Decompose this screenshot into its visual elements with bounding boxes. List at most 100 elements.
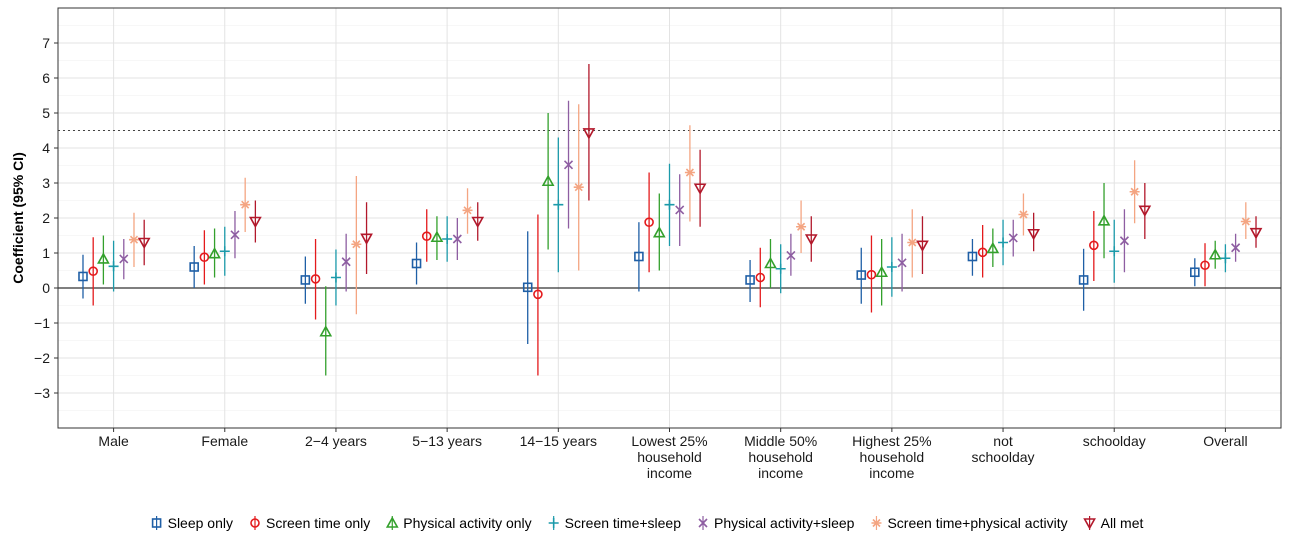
data-point: [411, 258, 422, 269]
data-point: [1119, 236, 1129, 246]
x-tick-label: household: [748, 449, 813, 465]
series-screen-time-only: [88, 172, 1210, 376]
legend-item: Sleep only: [151, 515, 233, 531]
data-point: [199, 252, 210, 263]
data-point: [1078, 275, 1089, 285]
data-point: [128, 235, 139, 244]
data-point: [1097, 214, 1111, 226]
data-point: [916, 240, 929, 252]
data-point: [1200, 260, 1210, 271]
data-point: [462, 206, 473, 215]
data-point: [97, 252, 110, 264]
data-point: [1129, 187, 1140, 196]
series-screen-time-sleep: [108, 137, 1231, 306]
x-tick-label: Highest 25%: [852, 433, 931, 449]
x-tick-label: Middle 50%: [744, 433, 817, 449]
data-point: [998, 237, 1009, 248]
data-point: [78, 271, 88, 282]
data-point: [1249, 227, 1263, 240]
legend-item: Screen time+physical activity: [871, 515, 1068, 531]
y-axis-title: Coefficient (95% CI): [10, 152, 26, 283]
legend: Sleep only Screen time only Physical activ…: [151, 515, 1144, 531]
x-tick-label: income: [647, 465, 692, 481]
x-tick-label: not: [993, 433, 1013, 449]
data-point: [360, 233, 373, 245]
data-point: [745, 275, 755, 285]
data-point: [351, 240, 362, 249]
series-screen-time-physical-activity: [128, 104, 1251, 315]
data-point: [119, 254, 129, 264]
legend-label: Screen time+physical activity: [887, 515, 1067, 531]
y-tick-label: −2: [34, 350, 50, 366]
data-point: [755, 272, 766, 283]
data-point: [1231, 243, 1241, 253]
series-sleep-only: [78, 222, 1200, 344]
data-point: [573, 183, 584, 192]
data-point: [1220, 253, 1231, 264]
data-point: [330, 272, 341, 283]
data-point: [986, 241, 1000, 254]
legend-label: Sleep only: [168, 515, 233, 531]
data-point: [300, 275, 311, 285]
data-point: [644, 217, 654, 227]
data-point: [786, 250, 796, 261]
series-all-met: [137, 64, 1263, 274]
data-point: [553, 199, 564, 210]
x-tick-label: income: [869, 465, 914, 481]
x-tick-label: schoolday: [972, 449, 1035, 465]
x-tick-label: 2−4 years: [305, 433, 367, 449]
y-tick-label: 4: [42, 140, 50, 156]
data-point: [875, 265, 889, 278]
legend-label: Physical activity+sleep: [714, 515, 855, 531]
data-point: [219, 246, 230, 257]
data-point: [897, 258, 907, 268]
data-point: [430, 230, 444, 243]
data-point: [249, 216, 262, 229]
legend-label: Screen time only: [266, 515, 370, 531]
data-point: [907, 238, 918, 247]
data-point: [341, 257, 351, 267]
data-point: [541, 174, 555, 187]
y-tick-label: 2: [42, 210, 50, 226]
x-tick-label: Overall: [1203, 433, 1247, 449]
x-tick-label: household: [637, 449, 702, 465]
legend-item: All met: [1083, 515, 1144, 531]
data-point: [533, 289, 543, 300]
y-tick-label: 0: [42, 280, 50, 296]
axes: −3 −2 −1 0 1 2 3 4 5 6 7 Male Female 2−4 years 5−13 ye…: [34, 7, 1282, 481]
y-tick-label: 3: [42, 175, 50, 191]
legend-label: Physical activity only: [403, 515, 531, 531]
data-point: [804, 234, 818, 246]
y-tick-label: 5: [42, 105, 50, 121]
data-point: [664, 199, 675, 210]
x-tick-label: Lowest 25%: [631, 433, 707, 449]
legend-label: All met: [1101, 515, 1144, 531]
data-point: [634, 251, 644, 262]
data-point: [1190, 267, 1200, 278]
data-point: [1109, 246, 1120, 257]
data-point: [675, 205, 685, 215]
data-point: [764, 256, 777, 269]
data-point: [582, 128, 596, 140]
data-point: [88, 266, 98, 277]
data-point: [189, 262, 199, 272]
data-point: [1027, 228, 1041, 241]
data-point: [1008, 233, 1018, 243]
data-point: [471, 216, 485, 229]
x-tick-label: schoolday: [1083, 433, 1146, 449]
y-tick-label: −3: [34, 385, 50, 401]
x-tick-label: 14−15 years: [520, 433, 597, 449]
x-tick-label: income: [758, 465, 803, 481]
y-tick-label: 7: [42, 35, 50, 51]
data-point: [310, 274, 321, 284]
data-point: [886, 262, 897, 272]
data-point: [1089, 240, 1099, 251]
legend-item: Physical activity+sleep: [698, 515, 855, 531]
data-point: [1018, 210, 1029, 219]
y-tick-label: −1: [34, 315, 50, 331]
data-point: [856, 270, 867, 280]
data-point: [796, 222, 807, 231]
data-point: [775, 263, 786, 274]
x-tick-label: Male: [98, 433, 129, 449]
